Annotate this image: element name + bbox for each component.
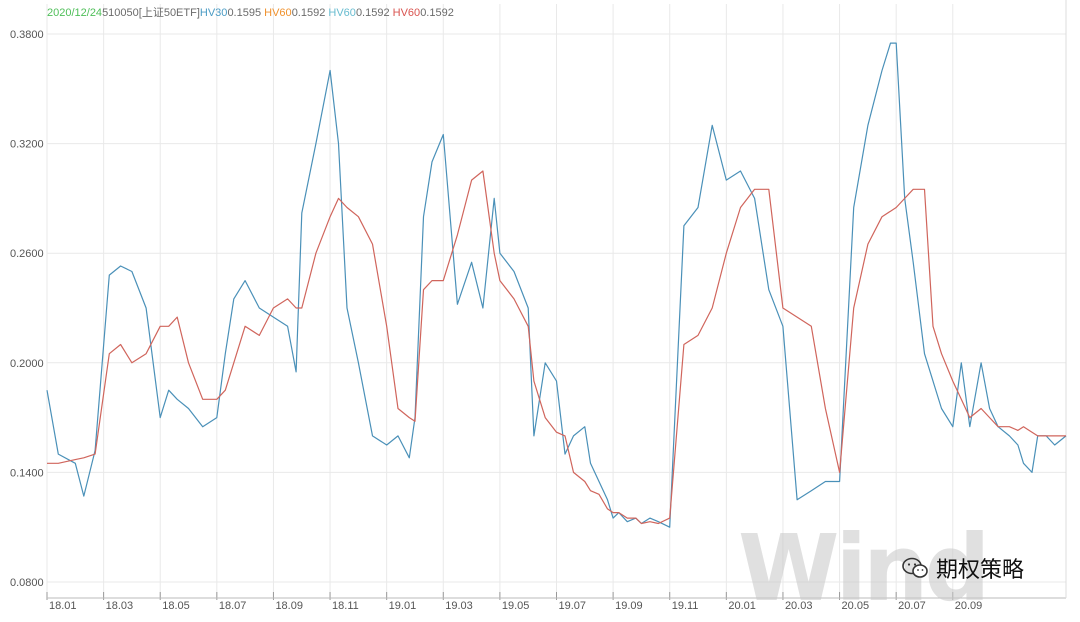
x-tick-label: 18.01 (49, 600, 77, 612)
y-tick-label: 0.2600 (10, 248, 44, 260)
brand-badge: 期权策略 (902, 552, 1024, 584)
x-tick-label: 19.07 (559, 600, 587, 612)
x-tick-label: 18.09 (275, 600, 303, 612)
legend-hv60-label-orange: HV60 (264, 7, 292, 19)
x-tick-label: 20.07 (898, 600, 926, 612)
x-tick-label: 19.05 (502, 600, 530, 612)
y-tick-label: 0.3800 (10, 29, 44, 41)
wind-watermark: Wind (738, 515, 990, 622)
x-tick-label: 18.07 (219, 600, 247, 612)
x-tick-label: 18.05 (162, 600, 190, 612)
y-tick-label: 0.3200 (10, 139, 44, 151)
x-tick-label: 19.11 (672, 600, 699, 612)
legend-hv60-label-red: HV60 (392, 7, 421, 19)
x-tick-label: 20.09 (955, 600, 983, 612)
legend-security: 510050[上证50ETF] (102, 7, 200, 19)
x-tick-label: 20.01 (728, 600, 756, 612)
x-tick-label: 20.03 (785, 600, 813, 612)
x-tick-label: 19.03 (445, 600, 473, 612)
x-tick-label: 18.11 (332, 600, 359, 612)
legend-hv60-value-red: 0.1592 (420, 7, 454, 19)
hv60-line (47, 170, 1066, 525)
y-tick-label: 0.1400 (10, 467, 44, 479)
legend-date: 2020/12/24 (47, 7, 103, 19)
legend-hv60-value-orange: 0.1592 (291, 7, 326, 19)
x-tick-label: 18.03 (106, 600, 134, 612)
y-tick-label: 0.0800 (10, 577, 44, 589)
legend-hv60-value-cyan: 0.1592 (355, 7, 390, 19)
brand-text: 期权策略 (936, 558, 1025, 583)
x-tick-label: 19.01 (389, 600, 417, 612)
legend-hv30-value: 0.1595 (227, 7, 262, 19)
y-tick-label: 0.2000 (10, 358, 44, 370)
hv30-line (46, 42, 1067, 528)
x-tick-label: 20.05 (842, 600, 870, 612)
legend-hv60-label-cyan: HV60 (328, 7, 356, 19)
x-tick-label: 19.09 (615, 600, 643, 612)
legend-hv30-label: HV30 (199, 7, 228, 19)
chart-legend: 2020/12/24510050[上证50ETF]HV300.1595 HV60… (47, 4, 454, 20)
wechat-icon (902, 557, 928, 578)
